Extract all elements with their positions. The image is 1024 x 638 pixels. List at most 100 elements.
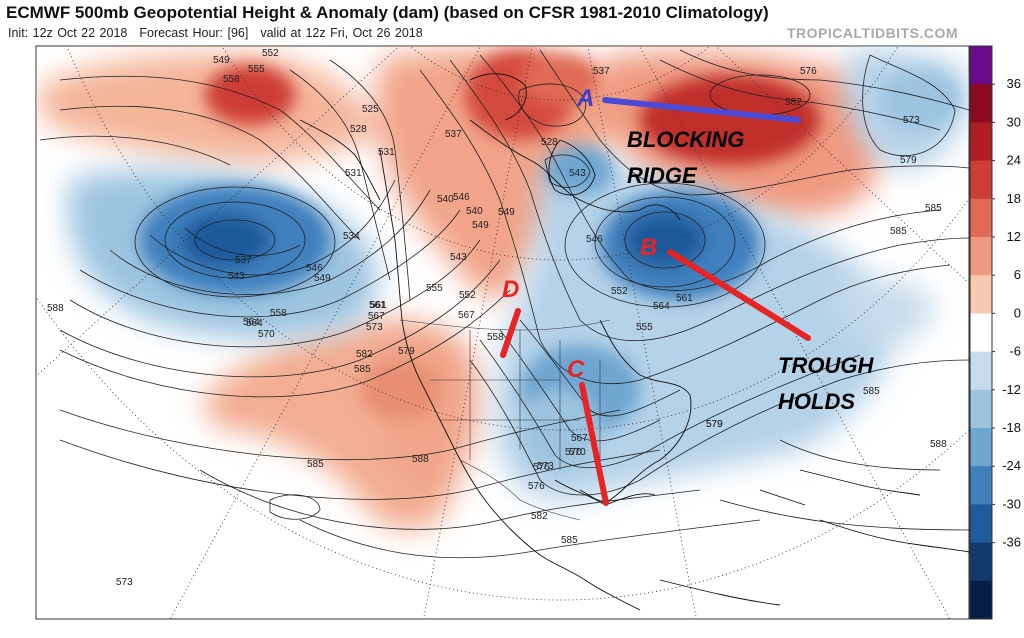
colorbar-swatch xyxy=(970,542,992,582)
blocking-ridge-axis-line xyxy=(602,97,801,123)
contour-labels: 549 552 555 558 525 528 531 537 540 543 … xyxy=(47,48,947,588)
colorbar-tick-label: 30 xyxy=(1007,114,1021,129)
contour-label: 582 xyxy=(356,349,373,360)
chart-title: ECMWF 500mb Geopotential Height & Anomal… xyxy=(6,3,769,22)
contour-label: 579 xyxy=(398,346,415,357)
contour-label: 552 xyxy=(611,286,628,297)
contour-label: 543 xyxy=(569,168,586,179)
colorbar-swatch xyxy=(970,46,992,85)
contour-label: 525 xyxy=(362,104,379,115)
contour-label: 558 xyxy=(487,332,504,343)
trough-holds-label-line2: HOLDS xyxy=(778,389,855,414)
contour-label: 585 xyxy=(925,203,942,214)
blocking-ridge-label-line1: BLOCKING xyxy=(627,127,744,152)
colorbar-tick-label: 18 xyxy=(1007,191,1021,206)
contour-label: 549 xyxy=(314,273,331,284)
colorbar-swatch xyxy=(970,275,992,314)
contour-label: 555 xyxy=(426,283,443,294)
trough-holds-label-line1: TROUGH xyxy=(778,353,874,378)
height-contours xyxy=(39,49,969,559)
colorbar-tick-label: -30 xyxy=(1002,496,1021,511)
colorbar-tick-label: 12 xyxy=(1007,229,1021,244)
contour-label: 558 xyxy=(223,74,240,85)
colorbar-swatch xyxy=(970,504,992,544)
point-c-label: C xyxy=(567,356,585,383)
colorbar-swatch xyxy=(970,389,992,429)
contour-label: 564 xyxy=(653,301,670,312)
colorbar-tick-label: -18 xyxy=(1002,420,1021,435)
contour-label: 555 xyxy=(636,322,653,333)
contour-label: 534 xyxy=(343,231,360,242)
political-borders xyxy=(399,319,611,521)
contour-label: 585 xyxy=(354,364,371,375)
contour-label: 582 xyxy=(785,97,802,108)
contour-label: 549 xyxy=(498,207,515,218)
contour-label: 579 xyxy=(706,419,723,430)
colorbar-swatch xyxy=(970,160,992,200)
contour-label: 537 xyxy=(235,255,252,266)
contour-label: 561 xyxy=(370,300,387,311)
contour-label: 579 xyxy=(706,419,723,430)
contour-label: 570 xyxy=(569,447,586,458)
contour-label: 564 xyxy=(246,318,263,329)
contour-label: 537 xyxy=(593,66,610,77)
annotations: A BLOCKING RIDGE B TROUGH HOLDS C D xyxy=(500,85,874,506)
anomaly-colorbar: 36 30 24 18 12 6 0 -6 -12 -18 -24 -30 -36 xyxy=(969,45,1021,620)
chart-subtitle: Init: 12z Oct 22 2018 Forecast Hour: [96]… xyxy=(8,26,435,40)
trough-axis-line xyxy=(667,249,811,341)
contour-label: 537 xyxy=(445,129,462,140)
contour-label: 558 xyxy=(270,308,287,319)
colorbar-tick-label: 6 xyxy=(1014,267,1021,282)
contour-label: 567 xyxy=(368,311,385,322)
colorbar-tick-label: 0 xyxy=(1014,305,1021,320)
contour-label: 543 xyxy=(228,271,245,282)
contour-label: 588 xyxy=(930,439,947,450)
contour-label: 573 xyxy=(116,577,133,588)
point-b-label: B xyxy=(640,234,657,261)
colorbar-tick-label: -12 xyxy=(1002,382,1021,397)
contour-label: 585 xyxy=(561,535,578,546)
forecast-hour: Forecast Hour: [96] xyxy=(139,26,249,40)
contour-label: 582 xyxy=(531,511,548,522)
point-a-label: A xyxy=(576,85,594,112)
contour-label: 588 xyxy=(412,454,429,465)
colorbar-tick-label: 36 xyxy=(1007,76,1021,91)
contour-label: 585 xyxy=(863,386,880,397)
colorbar-swatch xyxy=(970,580,992,620)
valid-time: valid at 12z Fri, Oct 26 2018 xyxy=(260,26,423,40)
contour-label: 573 xyxy=(537,461,554,472)
contour-label: 567 xyxy=(571,433,588,444)
colorbar-swatch xyxy=(970,198,992,238)
contour-label: 549 xyxy=(472,220,489,231)
colorbar-swatch xyxy=(970,237,992,276)
blocking-ridge-label-line2: RIDGE xyxy=(627,163,698,188)
contour-label: 531 xyxy=(345,168,362,179)
contour-label: 576 xyxy=(800,66,817,77)
contour-label: 579 xyxy=(900,155,917,166)
contour-label: 570 xyxy=(565,447,582,458)
colorbar-tick-label: -36 xyxy=(1002,535,1021,550)
colorbar-tick-label: -24 xyxy=(1002,458,1021,473)
contour-label: 585 xyxy=(890,226,907,237)
contour-label: 561 xyxy=(369,300,386,311)
contour-label: 570 xyxy=(258,329,275,340)
colorbar-swatch xyxy=(970,84,992,123)
colorbar-tick-label: -6 xyxy=(1009,344,1021,359)
source-credit: TROPICALTIDBITS.COM xyxy=(787,25,959,41)
colorbar-tick-label: 24 xyxy=(1007,153,1021,168)
contour-label: 588 xyxy=(47,303,64,314)
contour-label: 528 xyxy=(541,137,558,148)
contour-label: 546 xyxy=(306,263,323,274)
contour-label: 576 xyxy=(528,481,545,492)
contour-label: 528 xyxy=(350,124,367,135)
contour-label: 564 xyxy=(243,317,260,328)
contour-label: 549 xyxy=(213,55,230,66)
colorbar-swatch xyxy=(970,466,992,505)
point-c-axis-line xyxy=(579,382,609,506)
colorbar-frame xyxy=(969,45,993,620)
colorbar-swatch xyxy=(970,351,992,391)
contour-label: 531 xyxy=(378,147,395,158)
contour-label: 567 xyxy=(458,310,475,321)
